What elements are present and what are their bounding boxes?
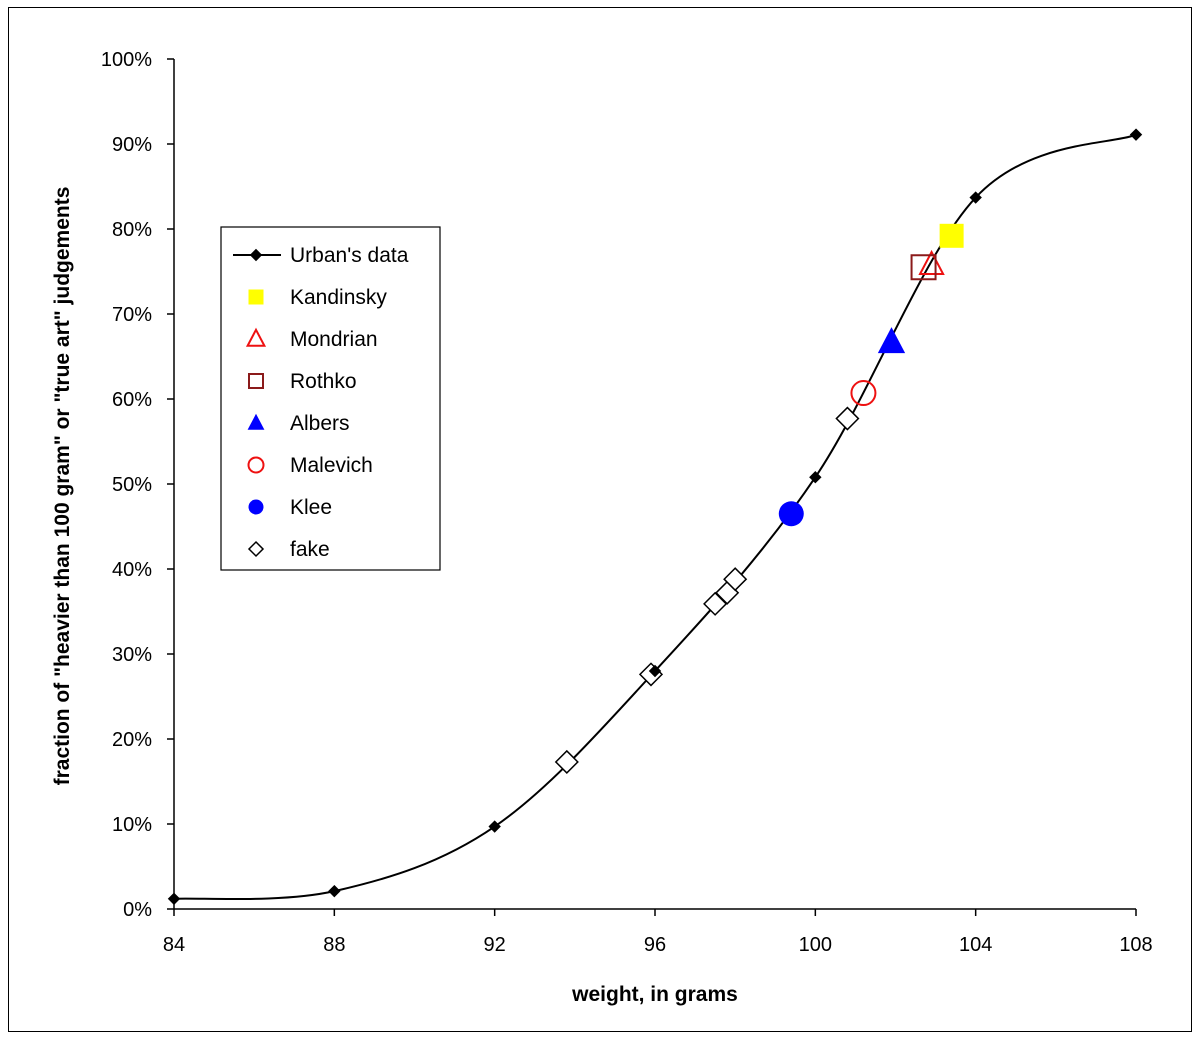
- rothko-point: [910, 254, 937, 281]
- legend-label-fake: fake: [290, 538, 330, 561]
- urban-s-data-point: [1129, 128, 1143, 141]
- y-axis-title: fraction of "heavier than 100 gram" or "…: [51, 187, 74, 786]
- y-tick-label: 70%: [112, 304, 152, 326]
- y-tick-label: 30%: [112, 644, 152, 666]
- y-tick-label: 20%: [112, 729, 152, 751]
- x-tick-label: 92: [484, 934, 506, 956]
- y-tick-label: 0%: [123, 899, 152, 921]
- y-tick-label: 40%: [112, 559, 152, 581]
- mondrian-point: [918, 249, 945, 276]
- x-axis-title: weight, in grams: [571, 983, 738, 1006]
- urban-s-data-point: [167, 892, 181, 906]
- x-tick-label: 100: [799, 934, 832, 956]
- urban-s-data-point: [488, 820, 501, 833]
- legend-label-mondrian: Mondrian: [290, 328, 378, 351]
- y-tick-label: 100%: [101, 49, 152, 71]
- y-tick-label: 50%: [112, 474, 152, 496]
- legend-label-urban-s-data: Urban's data: [290, 244, 409, 267]
- kandinsky-point: [939, 223, 964, 248]
- albers-point: [877, 327, 906, 354]
- urban-s-data-point: [969, 191, 982, 204]
- x-tick-label: 104: [959, 934, 992, 956]
- legend-marker-mondrian: [245, 327, 267, 347]
- fake-point: [703, 591, 728, 616]
- urban-s-data-point: [328, 884, 341, 898]
- legend-label-rothko: Rothko: [290, 370, 357, 393]
- legend-marker-klee: [248, 499, 264, 515]
- fake-point: [554, 749, 579, 775]
- x-tick-label: 96: [644, 934, 666, 956]
- y-tick-label: 60%: [112, 389, 152, 411]
- legend-marker-urban-s-data: [249, 248, 263, 262]
- marker-layer: [167, 128, 1143, 906]
- legend-label-albers: Albers: [290, 412, 350, 435]
- fake-point: [835, 406, 860, 431]
- x-tick-label: 88: [323, 934, 345, 956]
- legend: Urban's data Kandinsky Mondrian Rothko Alber…: [220, 226, 441, 571]
- fake-point: [723, 567, 748, 592]
- legend-label-klee: Klee: [290, 496, 332, 519]
- legend-marker-kandinsky: [248, 289, 264, 305]
- legend-label-malevich: Malevich: [290, 454, 373, 477]
- y-tick-label: 90%: [112, 134, 152, 156]
- legend-marker-fake: [247, 540, 265, 558]
- x-tick-label: 108: [1119, 934, 1152, 956]
- legend-label-kandinsky: Kandinsky: [290, 286, 387, 309]
- legend-marker-albers: [247, 413, 265, 430]
- malevich-point: [850, 380, 877, 407]
- axes: 0% 10% 20% 30% 40% 50% 60% 70% 80% 90% 100% 84 88 92 9…: [101, 49, 1153, 956]
- y-tick-label: 80%: [112, 219, 152, 241]
- urban-s-data-point: [809, 470, 822, 484]
- urban-s-data-point: [648, 664, 662, 678]
- x-tick-label: 84: [163, 934, 185, 956]
- legend-marker-malevich: [247, 456, 265, 474]
- y-tick-label: 10%: [112, 814, 152, 836]
- legend-marker-rothko: [248, 373, 264, 389]
- chart-frame: [8, 7, 1192, 1032]
- klee-point: [778, 501, 804, 527]
